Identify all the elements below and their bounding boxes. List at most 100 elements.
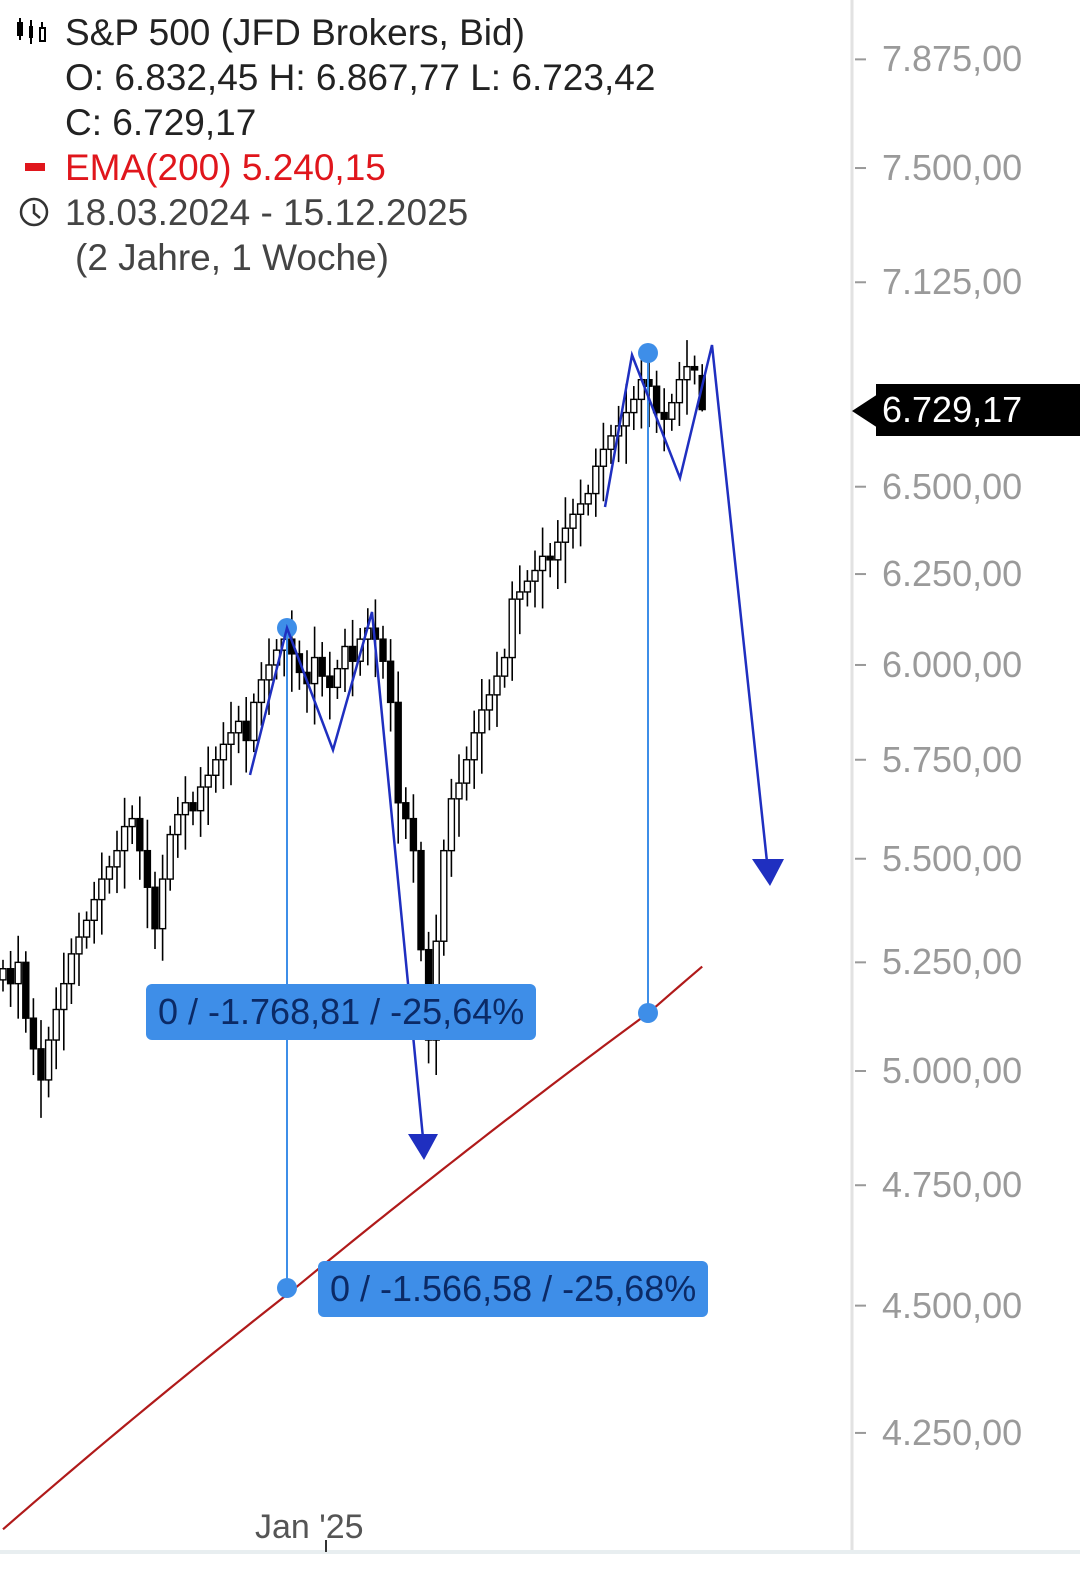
y-tick-label: 5.250,00 xyxy=(882,941,1023,983)
candle-up xyxy=(82,919,91,938)
candle-up xyxy=(14,961,22,985)
candle-down xyxy=(151,886,159,930)
candle-up xyxy=(447,798,456,852)
candle-up xyxy=(181,802,190,816)
candle-up xyxy=(523,580,532,593)
candle-up xyxy=(196,786,205,812)
candle-up xyxy=(470,732,478,761)
candle-up xyxy=(250,701,258,742)
candle-up xyxy=(310,656,319,685)
y-tick-label: 7.500,00 xyxy=(882,147,1023,189)
candle-down xyxy=(242,720,250,742)
candle-down xyxy=(348,645,357,662)
candle-down xyxy=(409,817,418,852)
measure-handle xyxy=(638,1003,658,1023)
measure-handle xyxy=(638,343,658,363)
candle-up xyxy=(44,1039,53,1081)
candle-up xyxy=(561,527,570,543)
candle-up xyxy=(531,569,539,582)
candle-up xyxy=(105,866,114,880)
measurement-label-2[interactable]: 0 / -1.566,58 / -25,68% xyxy=(318,1261,709,1317)
candle-down xyxy=(652,385,661,414)
candle-up xyxy=(584,492,592,505)
candle-up xyxy=(538,555,547,572)
candle-down xyxy=(660,411,668,420)
candle-up xyxy=(607,435,615,451)
candle-up xyxy=(675,378,684,404)
candlestick-icon xyxy=(17,18,46,44)
candle-up xyxy=(98,878,106,901)
candle-up xyxy=(576,503,585,515)
candle-up xyxy=(120,825,129,852)
y-tick-label: 4.750,00 xyxy=(882,1164,1023,1206)
candle-up xyxy=(500,656,509,677)
candle-up xyxy=(60,982,68,1011)
measure-handle xyxy=(277,1278,297,1298)
candle-up xyxy=(204,774,212,788)
candle-up xyxy=(683,365,691,381)
candle-down xyxy=(394,701,402,804)
candle-down xyxy=(402,802,410,820)
candle-down xyxy=(136,817,144,852)
candle-down xyxy=(318,656,326,677)
y-tick-label: 5.500,00 xyxy=(882,837,1023,879)
clock-icon xyxy=(19,197,49,227)
candle-up xyxy=(158,878,167,930)
candle-up xyxy=(592,465,600,495)
pattern-line-1 xyxy=(248,611,425,1139)
y-tick-label: 4.500,00 xyxy=(882,1284,1023,1326)
candle-up xyxy=(212,759,220,776)
candle-down xyxy=(417,849,425,951)
candle-up xyxy=(67,953,76,985)
candle-up xyxy=(508,598,516,659)
candle-up xyxy=(668,401,676,420)
y-tick-label: 4.250,00 xyxy=(882,1411,1023,1453)
candle-up xyxy=(257,679,266,704)
candle-up xyxy=(52,1008,60,1041)
current-price-label: 6.729,17 xyxy=(876,384,1080,436)
candle-down xyxy=(6,968,15,985)
candle-down xyxy=(189,802,197,812)
current-price-pointer xyxy=(852,394,878,428)
candle-down xyxy=(326,675,334,689)
candle-down xyxy=(386,660,395,704)
ohlc-values: O: 6.832,45 H: 6.867,77 L: 6.723,42 xyxy=(65,57,656,98)
date-duration: (2 Jahre, 1 Woche) xyxy=(75,237,389,278)
candle-up xyxy=(75,936,83,955)
pattern-line-2 xyxy=(603,344,769,863)
candle-up xyxy=(455,782,463,800)
y-tick-label: 5.750,00 xyxy=(882,738,1023,780)
candle-up xyxy=(599,448,608,467)
y-tick-label: 6.000,00 xyxy=(882,643,1023,685)
candle-down xyxy=(379,638,387,662)
instrument-title: S&P 500 (JFD Brokers, Bid) xyxy=(65,12,525,53)
candle-down xyxy=(690,365,699,371)
candle-up xyxy=(113,849,121,868)
arrow-down-icon xyxy=(408,1134,438,1160)
candle-up xyxy=(630,398,638,414)
candle-up xyxy=(554,541,562,561)
candle-down xyxy=(29,1017,38,1050)
date-range: 18.03.2024 - 15.12.2025 xyxy=(65,192,469,233)
candle-down xyxy=(22,961,30,1019)
candle-down xyxy=(37,1048,45,1081)
measurement-label-1[interactable]: 0 / -1.768,81 / -25,64% xyxy=(146,984,537,1040)
ema-indicator-label[interactable]: EMA(200) 5.240,15 xyxy=(65,147,386,188)
candle-up xyxy=(478,709,486,734)
candle-up xyxy=(341,645,349,670)
candle-up xyxy=(569,513,577,529)
candle-down xyxy=(546,555,554,561)
candle-up xyxy=(219,743,228,761)
candle-down xyxy=(698,374,706,411)
y-tick-label: 7.125,00 xyxy=(882,261,1023,303)
candle-up xyxy=(227,732,235,746)
candle-up xyxy=(440,849,448,942)
y-tick-label: 7.875,00 xyxy=(882,38,1023,80)
candle-up xyxy=(174,813,182,836)
candle-up xyxy=(516,591,524,600)
candle-up xyxy=(493,675,501,696)
candle-up xyxy=(234,720,243,734)
candle-up xyxy=(0,968,7,981)
x-tick-label: Jan '25 xyxy=(255,1508,364,1546)
